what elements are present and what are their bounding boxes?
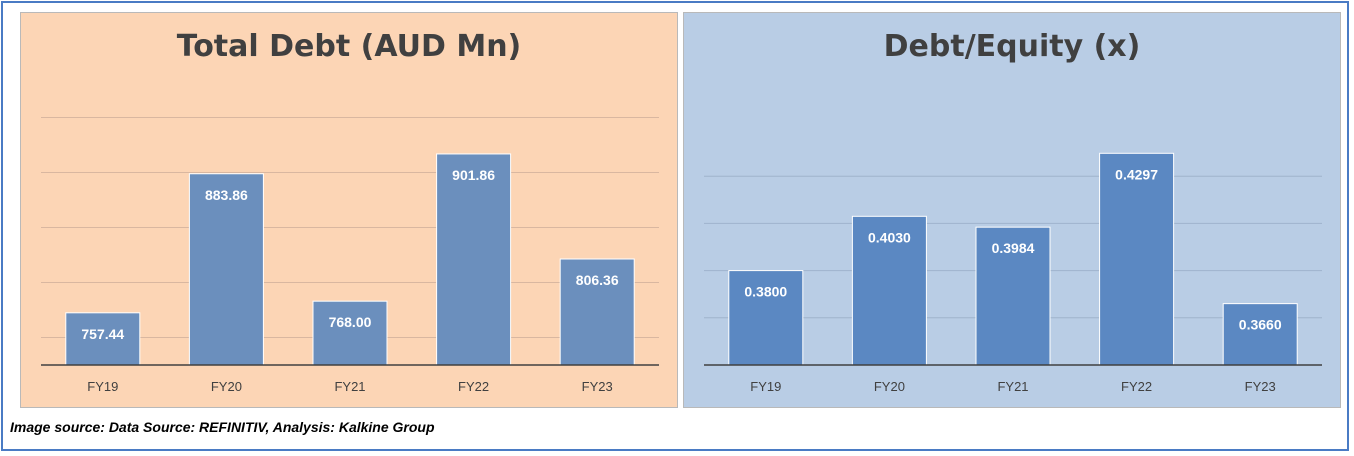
- x-tick-label: FY22: [458, 379, 489, 394]
- x-tick-label: FY21: [334, 379, 365, 394]
- data-label: 0.4297: [1115, 166, 1158, 182]
- data-label: 0.3660: [1239, 317, 1282, 333]
- total-debt-chart: Total Debt (AUD Mn) 757.44 FY19 883.86 FY20…: [20, 12, 678, 408]
- data-label: 883.86: [205, 187, 248, 203]
- data-label: 806.36: [576, 272, 619, 288]
- data-label: 0.3800: [744, 284, 787, 300]
- chart-title: Total Debt (AUD Mn): [176, 29, 522, 64]
- data-label: 757.44: [81, 326, 124, 342]
- bar-fy23: [559, 258, 635, 366]
- source-note: Image source: Data Source: REFINITIV, An…: [10, 419, 435, 435]
- chart-title: Debt/Equity (x): [883, 29, 1141, 64]
- bar-fy21: [312, 300, 388, 366]
- x-tick-label: FY23: [1245, 379, 1276, 394]
- data-label: 901.86: [452, 167, 495, 183]
- bar-fy22: [1099, 152, 1175, 366]
- bar-fy21: [975, 226, 1051, 366]
- x-tick-label: FY23: [582, 379, 613, 394]
- x-tick-label: FY19: [750, 379, 781, 394]
- x-tick-label: FY20: [874, 379, 905, 394]
- data-label: 0.3984: [992, 240, 1035, 256]
- bar-fy20: [851, 215, 927, 366]
- data-label: 768.00: [329, 314, 372, 330]
- debt-equity-plot: 0.3800 FY19 0.4030 FY20 0.3984 FY21 0.4297 FY22…: [704, 152, 1322, 394]
- bar-fy20: [188, 173, 264, 366]
- bar-fy22: [436, 153, 512, 366]
- debt-equity-chart: Debt/Equity (x) 0.3800 FY19 0.4030 FY20 0.39…: [683, 12, 1341, 408]
- x-tick-label: FY21: [997, 379, 1028, 394]
- total-debt-plot: 757.44 FY19 883.86 FY20 768.00 FY21 901.86 FY22…: [41, 117, 659, 394]
- bar-fy23: [1222, 303, 1298, 366]
- x-tick-label: FY19: [87, 379, 118, 394]
- x-tick-label: FY20: [211, 379, 242, 394]
- bar-fy19: [728, 270, 804, 366]
- x-tick-label: FY22: [1121, 379, 1152, 394]
- data-label: 0.4030: [868, 229, 911, 245]
